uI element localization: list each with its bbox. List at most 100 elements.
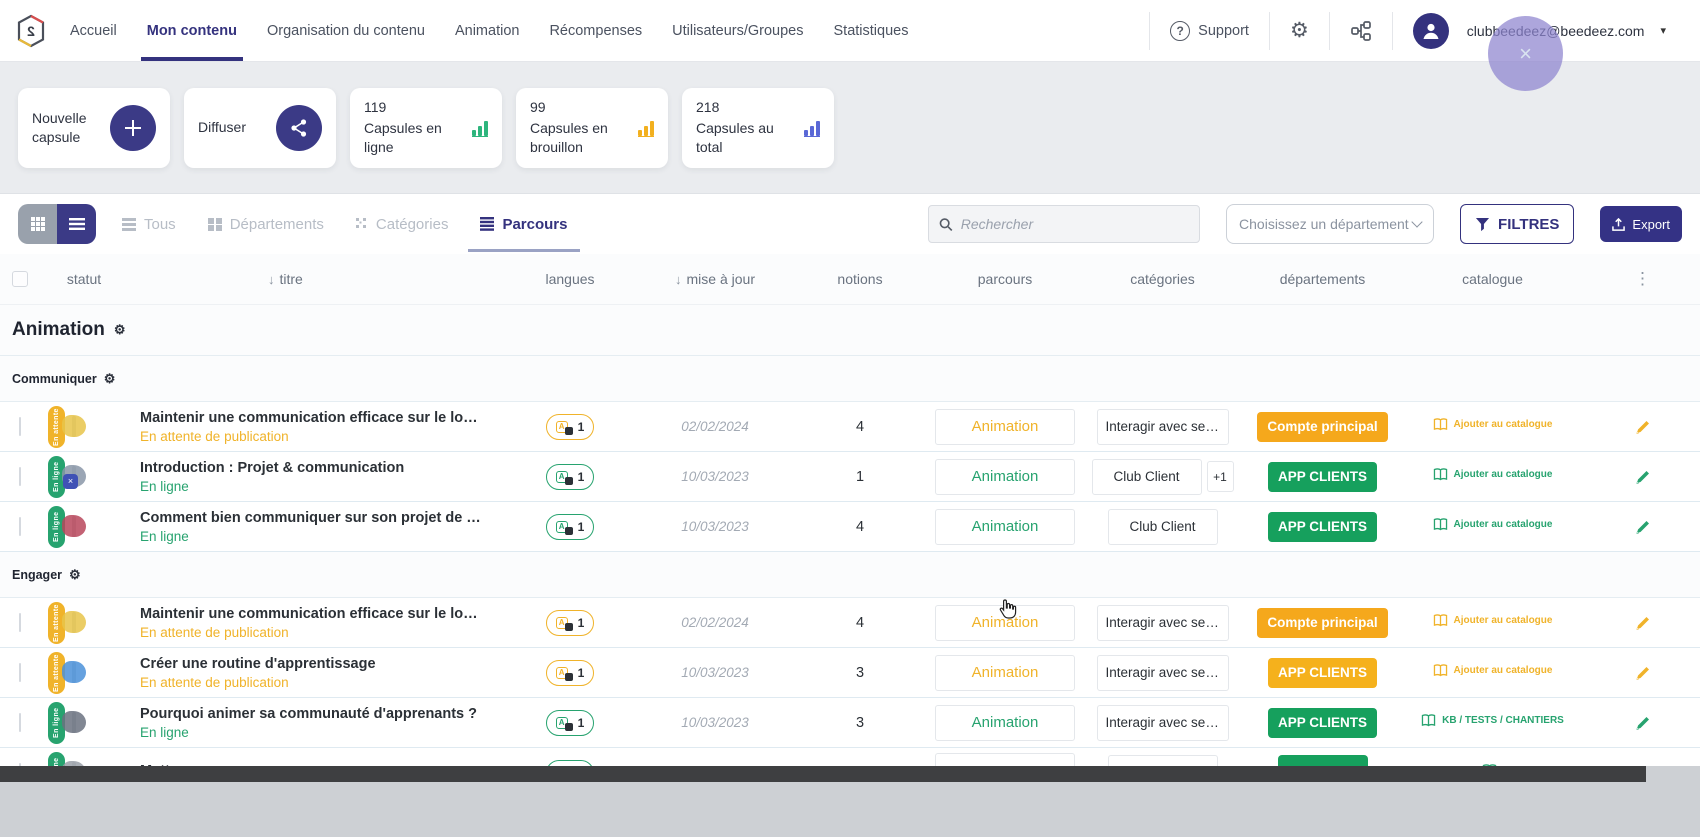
group-settings-icon[interactable]: ⚙ — [113, 322, 126, 337]
parcours-button[interactable]: Animation — [935, 704, 1075, 741]
search-icon — [939, 217, 953, 231]
select-all-checkbox[interactable] — [12, 271, 28, 287]
category-button[interactable]: Interagir avec ses ap... — [1096, 654, 1229, 691]
share-icon[interactable] — [276, 104, 322, 151]
column-menu-icon[interactable]: ⋮ — [1634, 269, 1651, 288]
capsule-thumbnail — [62, 515, 86, 537]
catalogue-link[interactable]: Ajouter au catalogue — [1433, 613, 1552, 627]
table-row[interactable]: En ligne Comment bien communiquer sur so… — [0, 502, 1700, 552]
edit-icon[interactable] — [1635, 519, 1651, 535]
col-departements: départements — [1279, 271, 1366, 287]
row-checkbox[interactable] — [19, 612, 21, 632]
search-box — [928, 205, 1201, 243]
stat-label: Capsules en brouillon — [530, 120, 608, 155]
row-checkbox[interactable] — [19, 712, 21, 732]
edit-icon[interactable] — [1635, 615, 1651, 631]
parcours-button[interactable]: Animation — [935, 458, 1075, 495]
edit-icon[interactable] — [1635, 419, 1651, 435]
category-button[interactable]: Club Client — [1091, 458, 1202, 495]
capsule-title[interactable]: Pourquoi animer sa communauté d'apprenan… — [140, 705, 478, 722]
thumb-corner-close-icon: × — [63, 473, 78, 489]
parcours-button[interactable]: Animation — [935, 654, 1075, 691]
nav-recompenses[interactable]: Récompenses — [549, 22, 643, 39]
category-extra-badge[interactable]: +1 — [1206, 461, 1234, 492]
capsule-title[interactable]: Créer une routine d'apprentissage — [140, 655, 376, 672]
col-mise-a-jour[interactable]: ↓ mise à jour — [675, 271, 755, 287]
notions-count: 1 — [855, 468, 865, 485]
parcours-button[interactable]: Animation — [935, 508, 1075, 545]
tab-parcours[interactable]: Parcours — [468, 194, 580, 254]
table-row[interactable]: En ligne Pourquoi animer sa communauté d… — [0, 698, 1700, 748]
parcours-button[interactable]: Animation — [935, 604, 1075, 641]
overlay-close-button[interactable]: × — [1488, 16, 1563, 91]
catalogue-link[interactable]: Ajouter au catalogue — [1433, 663, 1552, 677]
section-settings-icon[interactable]: ⚙ — [103, 370, 116, 386]
catalogue-link[interactable]: Ajouter au catalogue — [1433, 417, 1552, 431]
edit-icon[interactable] — [1635, 469, 1651, 485]
edit-icon[interactable] — [1635, 715, 1651, 731]
row-checkbox[interactable] — [19, 662, 21, 682]
catalogue-link[interactable]: Ajouter au catalogue — [1433, 517, 1552, 531]
avatar — [1412, 12, 1449, 49]
department-select-value: Choisissez un département — [1239, 216, 1409, 232]
capsule-title[interactable]: Maintenir une communication efficace sur… — [140, 605, 484, 622]
department-badge: APP CLIENTS — [1267, 511, 1377, 542]
filters-button[interactable]: FILTRES — [1460, 204, 1575, 244]
row-checkbox[interactable] — [19, 466, 21, 486]
beedeez-logo: 2 — [14, 14, 48, 48]
table-row[interactable]: En attente Créer une routine d'apprentis… — [0, 648, 1700, 698]
table-row[interactable]: En ligne × Introduction : Projet & commu… — [0, 452, 1700, 502]
nav-organisation-du-contenu[interactable]: Organisation du contenu — [266, 22, 425, 39]
top-right-actions: ? Support ⚙ clubbeedeez@beedeez.com ▾ — [1149, 0, 1686, 61]
category-button[interactable]: Club Client — [1107, 508, 1218, 545]
department-select[interactable]: Choisissez un département — [1226, 204, 1435, 244]
col-titre[interactable]: ↓ titre — [268, 271, 303, 287]
sort-down-icon: ↓ — [268, 271, 275, 287]
bar-chart-icon — [472, 119, 488, 137]
settings-button[interactable]: ⚙ — [1268, 11, 1329, 50]
diffuse-card[interactable]: Diffuser — [184, 87, 336, 168]
capsule-title[interactable]: Maintenir une communication efficace sur… — [140, 409, 484, 426]
parcours-button[interactable]: Animation — [935, 408, 1075, 445]
category-button[interactable]: Interagir avec ses ap... — [1096, 704, 1229, 741]
export-button[interactable]: Export — [1600, 206, 1682, 242]
category-button[interactable]: Interagir avec ses ap... — [1096, 408, 1229, 445]
table-row[interactable]: En attente Maintenir une communication e… — [0, 598, 1700, 648]
catalogue-link[interactable]: Ajouter au catalogue — [1433, 467, 1552, 481]
tab-categories[interactable]: Catégories — [355, 194, 448, 254]
nav-utilisateurs-groupes[interactable]: Utilisateurs/Groupes — [672, 22, 804, 39]
stat-card-total: 218 Capsules au total — [682, 87, 834, 168]
share-org-button[interactable] — [1328, 11, 1392, 50]
section-settings-icon[interactable]: ⚙ — [69, 566, 81, 582]
grid-icon — [207, 217, 222, 231]
stat-value: 218 — [696, 99, 720, 116]
chevron-down-icon: ▾ — [1660, 25, 1666, 37]
nav-animation[interactable]: Animation — [454, 22, 520, 39]
nav-accueil[interactable]: Accueil — [70, 22, 117, 39]
list-view-button[interactable] — [57, 204, 96, 244]
capsule-title[interactable]: Comment bien communiquer sur son projet … — [140, 509, 484, 526]
row-checkbox[interactable] — [19, 516, 21, 536]
grid-view-button[interactable] — [18, 204, 57, 244]
table-row[interactable]: En attente Maintenir une communication e… — [0, 402, 1700, 452]
search-input[interactable] — [960, 216, 1190, 232]
capsule-title[interactable]: Introduction : Projet & communication — [140, 459, 405, 476]
nav-mon-contenu[interactable]: Mon contenu — [140, 0, 244, 61]
catalogue-link[interactable]: KB / TESTS / CHANTIERS — [1421, 713, 1564, 727]
support-button[interactable]: ? Support — [1149, 11, 1269, 50]
row-checkbox[interactable] — [19, 416, 21, 436]
edit-icon[interactable] — [1635, 665, 1651, 681]
tab-tous[interactable]: Tous — [122, 194, 176, 254]
main-nav: Accueil Mon contenu Organisation du cont… — [70, 0, 908, 61]
category-button[interactable]: Interagir avec ses ap... — [1096, 604, 1229, 641]
nav-statistiques[interactable]: Statistiques — [833, 22, 909, 39]
tab-departements[interactable]: Départements — [207, 194, 324, 254]
plus-icon[interactable] — [110, 104, 156, 151]
new-capsule-card[interactable]: Nouvelle capsule — [18, 87, 170, 168]
section-header: Communiquer ⚙ — [0, 356, 1700, 402]
stat-value: 99 — [530, 99, 546, 116]
section-label: Communiquer — [12, 371, 97, 386]
svg-text:2: 2 — [27, 23, 35, 39]
help-icon: ? — [1170, 20, 1191, 41]
